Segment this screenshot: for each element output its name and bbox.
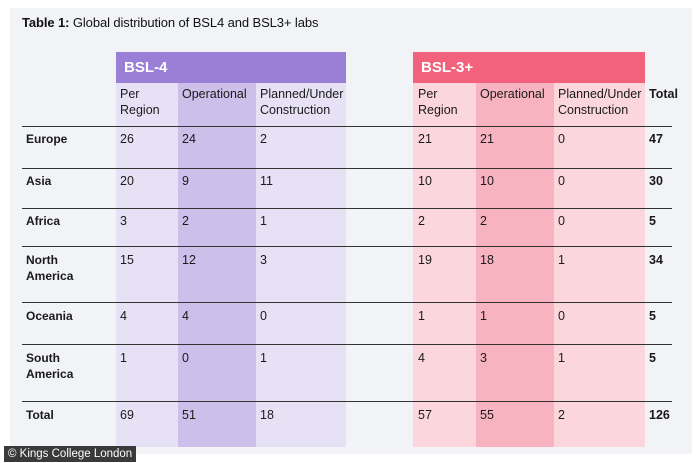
cell-bsl4-operational: 9	[182, 174, 189, 188]
row-divider	[22, 344, 672, 345]
cell-bsl3-operational: 1	[480, 309, 487, 323]
cell-total: 47	[649, 132, 663, 146]
row-label-north-america: North America	[26, 253, 74, 283]
row-label-asia: Asia	[26, 174, 52, 188]
cell-bsl3-planned: 1	[558, 253, 565, 267]
cell-bsl4-per-region: 3	[120, 214, 127, 228]
header-bsl3-per-region: Per Region	[418, 87, 458, 117]
cell-bsl3-per-region: 4	[418, 351, 425, 365]
cell-bsl4-operational: 12	[182, 253, 196, 267]
cell-bsl4-operational: 24	[182, 132, 196, 146]
bsl4-planned-column	[256, 83, 346, 447]
cell-bsl4-planned: 11	[260, 174, 273, 188]
cell-bsl3-planned: 0	[558, 132, 565, 146]
cell-bsl4-per-region: 1	[120, 351, 127, 365]
cell-bsl3-operational: 2	[480, 214, 487, 228]
cell-bsl4-per-region: 4	[120, 309, 127, 323]
cell-bsl4-planned: 3	[260, 253, 267, 267]
row-label-south-america: South America	[26, 351, 74, 381]
cell-bsl4-per-region: 69	[120, 408, 134, 422]
cell-bsl3-per-region: 19	[418, 253, 432, 267]
row-label-oceania: Oceania	[26, 309, 73, 323]
cell-bsl3-planned: 0	[558, 309, 565, 323]
row-divider	[22, 246, 672, 247]
row-divider	[22, 126, 672, 127]
bsl4-group-header: BSL-4	[116, 52, 346, 83]
bsl3-operational-column	[476, 83, 554, 447]
header-bsl3-planned: Planned/Under Construction	[558, 87, 642, 117]
bsl3-group-header: BSL-3+	[413, 52, 645, 83]
cell-bsl4-operational: 51	[182, 408, 196, 422]
header-bsl4-per-region: Per Region	[120, 87, 160, 117]
cell-total: 5	[649, 214, 656, 228]
cell-bsl3-operational: 55	[480, 408, 494, 422]
cell-bsl4-planned: 2	[260, 132, 267, 146]
cell-bsl3-planned: 1	[558, 351, 565, 365]
header-bsl4-planned: Planned/Under Construction	[260, 87, 344, 117]
header-bsl4-operational: Operational	[182, 87, 247, 101]
row-label-total: Total	[26, 408, 54, 422]
table-caption: Table 1: Global distribution of BSL4 and…	[22, 15, 318, 30]
cell-bsl3-per-region: 10	[418, 174, 432, 188]
cell-total: 5	[649, 309, 656, 323]
row-divider	[22, 401, 672, 402]
bsl3-planned-column	[554, 83, 645, 447]
cell-bsl4-planned: 18	[260, 408, 274, 422]
bsl3-per-region-column	[413, 83, 476, 447]
cell-bsl3-operational: 21	[480, 132, 494, 146]
cell-bsl4-per-region: 26	[120, 132, 134, 146]
cell-bsl4-per-region: 20	[120, 174, 134, 188]
header-total: Total	[649, 87, 678, 101]
header-bsl3-operational: Operational	[480, 87, 545, 101]
cell-total: 126	[649, 408, 670, 422]
cell-bsl4-planned: 1	[260, 351, 267, 365]
caption-text: Global distribution of BSL4 and BSL3+ la…	[69, 15, 319, 30]
cell-bsl4-operational: 2	[182, 214, 189, 228]
cell-bsl3-operational: 18	[480, 253, 494, 267]
cell-bsl3-planned: 0	[558, 174, 565, 188]
cell-bsl3-per-region: 21	[418, 132, 432, 146]
cell-total: 34	[649, 253, 663, 267]
cell-bsl3-operational: 10	[480, 174, 494, 188]
cell-bsl4-per-region: 15	[120, 253, 134, 267]
row-divider	[22, 302, 672, 303]
cell-total: 5	[649, 351, 656, 365]
bsl4-operational-column	[178, 83, 256, 447]
photo-credit: © Kings College London	[4, 446, 137, 462]
cell-bsl3-per-region: 2	[418, 214, 425, 228]
cell-bsl4-operational: 0	[182, 351, 189, 365]
row-label-africa: Africa	[26, 214, 61, 228]
cell-bsl3-operational: 3	[480, 351, 487, 365]
cell-bsl3-planned: 2	[558, 408, 565, 422]
cell-bsl3-per-region: 1	[418, 309, 425, 323]
cell-bsl4-planned: 1	[260, 214, 267, 228]
cell-bsl3-per-region: 57	[418, 408, 432, 422]
cell-bsl4-planned: 0	[260, 309, 267, 323]
row-divider	[22, 208, 672, 209]
cell-bsl3-planned: 0	[558, 214, 565, 228]
cell-bsl4-operational: 4	[182, 309, 189, 323]
cell-total: 30	[649, 174, 663, 188]
row-label-europe: Europe	[26, 132, 68, 146]
bsl4-per-region-column	[116, 83, 178, 447]
caption-label: Table 1:	[22, 15, 70, 30]
row-divider	[22, 168, 672, 169]
